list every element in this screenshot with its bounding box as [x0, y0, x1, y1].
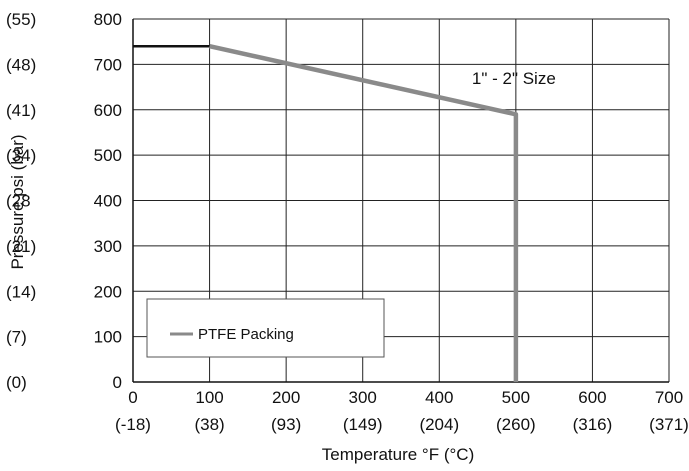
x-tick-labels: 0 (-18) 100 (38) 200 (93) 300 (149) 400 (204) 500 (…: [115, 388, 689, 434]
x-tick-celsius-label: (204): [419, 415, 459, 434]
y-tick-bar-label: (55): [6, 10, 36, 29]
x-axis-title: Temperature °F (°C): [322, 445, 474, 464]
x-tick-celsius-label: (-18): [115, 415, 151, 434]
y-tick-label: 100: [94, 328, 122, 347]
x-tick-celsius-label: (149): [343, 415, 383, 434]
y-tick-label: 700: [94, 55, 122, 74]
y-tick-label: 0: [113, 373, 122, 392]
y-tick-labels: (0) 0 (7) 100 (14) 200 (21) 300 (28 400 (34) 500 (41…: [6, 10, 122, 392]
x-tick-label: 100: [195, 388, 223, 407]
x-tick-celsius-label: (260): [496, 415, 536, 434]
y-tick-bar-label: (28: [6, 192, 31, 211]
x-tick-label: 300: [349, 388, 377, 407]
x-tick-label: 700: [655, 388, 683, 407]
y-tick-label: 800: [94, 10, 122, 29]
x-tick-label: 0: [128, 388, 137, 407]
y-tick-label: 400: [94, 192, 122, 211]
grid-layer: [132, 18, 670, 383]
series-layer: [133, 44, 519, 382]
y-tick-label: 200: [94, 282, 122, 301]
x-tick-celsius-label: (93): [271, 415, 301, 434]
legend-label-ptfe: PTFE Packing: [198, 326, 294, 343]
x-tick-label: 400: [425, 388, 453, 407]
size-annotation: 1" - 2" Size: [472, 69, 556, 88]
series-line-rating: [133, 44, 517, 116]
x-tick-label: 600: [578, 388, 606, 407]
legend: PTFE Packing: [146, 298, 385, 358]
x-tick-celsius-label: (38): [194, 415, 224, 434]
x-tick-celsius-label: (316): [573, 415, 613, 434]
y-axis-title: Pressure psi (bar): [8, 134, 27, 269]
y-tick-bar-label: (14): [6, 282, 36, 301]
x-tick-label: 500: [502, 388, 530, 407]
y-tick-label: 300: [94, 237, 122, 256]
y-tick-label: 500: [94, 146, 122, 165]
y-tick-bar-label: (48): [6, 55, 36, 74]
x-tick-label: 200: [272, 388, 300, 407]
y-tick-bar-label: (34): [6, 146, 36, 165]
y-tick-bar-label: (41): [6, 101, 36, 120]
legend-box: [146, 298, 385, 358]
series-line-ptfe-packing: [209, 44, 519, 382]
y-tick-bar-label: (7): [6, 328, 27, 347]
y-tick-label: 600: [94, 101, 122, 120]
x-tick-celsius-label: (371): [649, 415, 689, 434]
y-tick-bar-label: (21): [6, 237, 36, 256]
y-tick-bar-label: (0): [6, 373, 27, 392]
